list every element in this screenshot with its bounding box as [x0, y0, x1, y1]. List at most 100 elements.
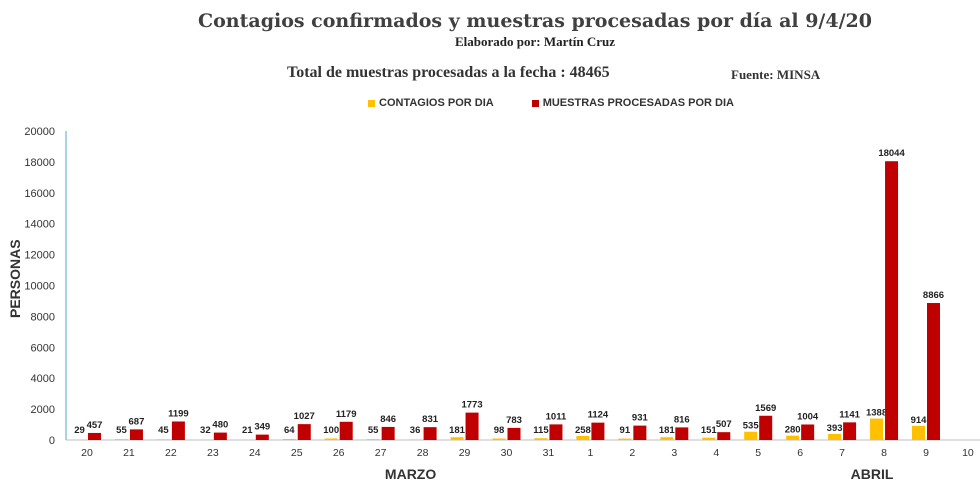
bar-contagios	[534, 438, 548, 440]
legend-item-muestras: MUESTRAS PROCESADAS POR DIA	[531, 97, 734, 109]
x-tick-label: 27	[375, 447, 387, 459]
data-label-muestras: 1773	[461, 400, 482, 411]
y-tick-label: 4000	[31, 373, 55, 385]
x-tick-label: 30	[501, 447, 513, 459]
chart-subtitle: Elaborado por: Martín Cruz	[455, 34, 615, 49]
x-tick-label: 5	[755, 447, 761, 459]
data-label-contagios: 914	[911, 415, 928, 426]
data-label-muestras: 1179	[336, 409, 357, 420]
x-tick-label: 1	[587, 447, 593, 459]
legend-label-muestras: MUESTRAS PROCESADAS POR DIA	[542, 97, 734, 109]
x-tick-label: 21	[123, 447, 135, 459]
bar-contagios	[282, 439, 296, 440]
bar-contagios	[912, 425, 925, 440]
data-label-contagios: 393	[827, 423, 843, 434]
x-tick-label: 8	[881, 447, 887, 459]
y-tick-label: 2000	[31, 404, 55, 416]
data-label-muestras: 1124	[588, 410, 609, 421]
data-label-muestras: 480	[212, 420, 228, 431]
bar-muestras	[381, 426, 395, 440]
x-tick-label: 20	[81, 447, 93, 459]
data-label-muestras: 1004	[797, 411, 819, 422]
bar-contagios	[324, 438, 338, 440]
bar-muestras	[759, 415, 773, 440]
bar-muestras	[465, 412, 479, 440]
bar-muestras	[885, 161, 899, 440]
data-label-contagios: 98	[494, 425, 505, 436]
bar-contagios	[828, 433, 842, 440]
data-label-contagios: 36	[410, 425, 421, 436]
bar-muestras	[675, 427, 689, 440]
data-label-contagios: 21	[242, 425, 253, 436]
bar-contagios	[576, 436, 590, 440]
data-label-muestras: 18044	[878, 148, 905, 159]
bar-muestras	[255, 434, 269, 440]
data-label-contagios: 55	[116, 425, 127, 436]
x-tick-label: 31	[543, 447, 555, 459]
y-tick-label: 14000	[24, 219, 55, 231]
bar-muestras	[549, 424, 563, 440]
bar-contagios	[744, 431, 758, 440]
month-label: ABRIL	[851, 466, 894, 482]
bar-contagios	[156, 439, 170, 440]
data-label-muestras: 1011	[546, 411, 567, 422]
x-tick-label: 28	[417, 447, 429, 459]
x-tick-label: 26	[333, 447, 345, 459]
data-label-contagios: 1388	[866, 408, 887, 419]
bar-contagios	[450, 437, 464, 440]
data-label-muestras: 1569	[755, 403, 776, 414]
data-label-contagios: 64	[284, 425, 295, 436]
bar-contagios	[366, 439, 380, 440]
data-label-contagios: 535	[743, 421, 760, 432]
month-label: MARZO	[385, 466, 436, 482]
x-tick-label: 6	[797, 447, 803, 459]
data-label-contagios: 280	[785, 425, 801, 436]
legend-swatch-muestras	[531, 99, 539, 107]
data-label-muestras: 457	[87, 420, 103, 431]
data-label-muestras: 687	[129, 416, 145, 427]
data-label-contagios: 91	[620, 425, 631, 436]
x-tick-label: 22	[165, 447, 177, 459]
data-label-muestras: 507	[716, 419, 732, 430]
data-label-contagios: 32	[200, 425, 211, 436]
x-tick-label: 2	[629, 447, 635, 459]
bar-muestras	[213, 432, 227, 440]
bar-muestras	[339, 421, 353, 440]
x-tick-label: 3	[671, 447, 677, 459]
data-label-muestras: 1027	[294, 411, 315, 422]
y-tick-label: 10000	[24, 281, 55, 293]
y-tick-label: 6000	[31, 342, 55, 354]
chart-title: Contagios confirmados y muestras procesa…	[198, 10, 872, 32]
bar-muestras	[423, 427, 437, 440]
data-label-contagios: 181	[449, 425, 466, 436]
data-label-muestras: 783	[506, 415, 522, 426]
data-label-muestras: 1141	[839, 409, 860, 420]
data-label-contagios: 29	[74, 425, 85, 436]
data-label-muestras: 846	[380, 414, 396, 425]
x-tick-label: 7	[839, 447, 845, 459]
data-label-contagios: 181	[659, 425, 676, 436]
bar-muestras	[129, 429, 143, 440]
bar-contagios	[702, 437, 716, 440]
data-label-contagios: 258	[575, 425, 591, 436]
y-tick-label: 8000	[31, 311, 55, 323]
bar-muestras	[717, 432, 731, 440]
y-tick-label: 0	[49, 435, 55, 447]
data-label-contagios: 115	[533, 425, 549, 436]
bar-contagios	[408, 439, 422, 440]
bar-contagios	[660, 437, 674, 440]
bar-muestras	[633, 425, 647, 440]
bar-muestras	[171, 421, 185, 440]
legend-swatch-contagios	[368, 99, 375, 107]
legend-label-contagios: CONTAGIOS POR DIA	[379, 97, 494, 109]
x-tick-label: 23	[207, 447, 219, 459]
bar-contagios	[114, 439, 128, 440]
legend-item-contagios: CONTAGIOS POR DIA	[368, 97, 494, 109]
bar-muestras	[843, 422, 857, 440]
x-tick-label: 25	[291, 447, 303, 459]
data-label-muestras: 931	[632, 413, 649, 424]
data-label-contagios: 45	[158, 425, 169, 436]
bar-muestras	[297, 424, 311, 440]
source-text: Fuente: MINSA	[731, 67, 821, 82]
